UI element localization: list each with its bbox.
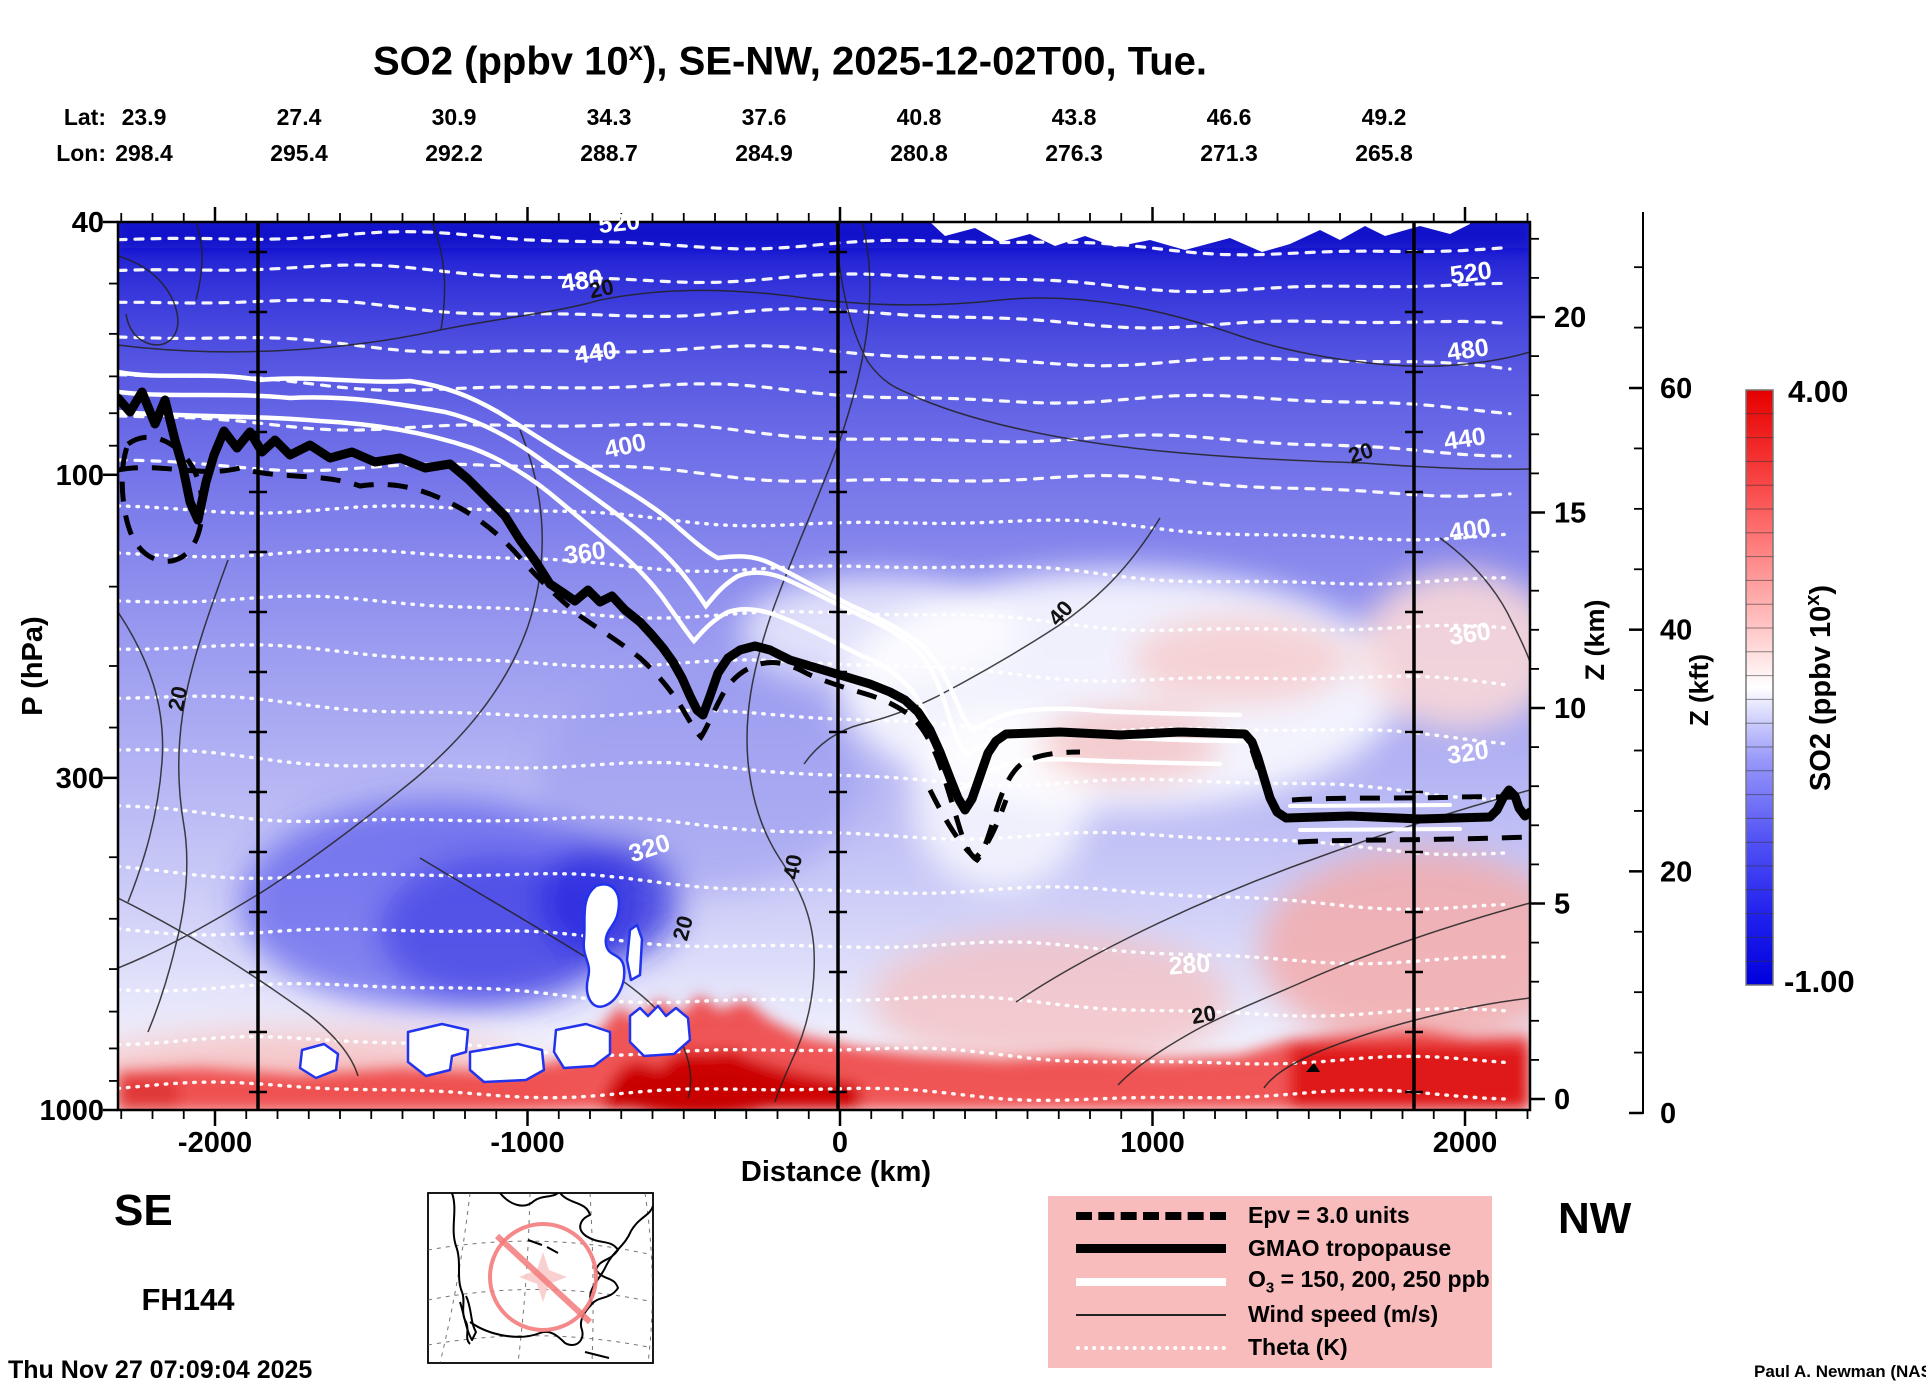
svg-text:0: 0 bbox=[832, 1127, 848, 1159]
legend-row-wind: Wind speed (m/s) bbox=[1048, 1298, 1492, 1331]
top-white-region bbox=[930, 222, 1470, 252]
lon-value: 288.7 bbox=[580, 140, 638, 166]
svg-text:20: 20 bbox=[163, 684, 193, 713]
svg-text:20: 20 bbox=[1554, 302, 1586, 334]
chart-title: SO2 (ppbv 10x), SE-NW, 2025-12-02T00, Tu… bbox=[373, 36, 1207, 84]
lon-value: 298.4 bbox=[115, 140, 173, 166]
x-axis-title: Distance (km) bbox=[740, 1156, 932, 1188]
svg-text:2000: 2000 bbox=[1433, 1127, 1498, 1159]
legend-swatch-epv bbox=[1076, 1211, 1226, 1220]
svg-text:15: 15 bbox=[1554, 498, 1586, 530]
lon-value: 271.3 bbox=[1200, 140, 1258, 166]
legend-row-theta: Theta (K) bbox=[1048, 1331, 1492, 1364]
lon-value: 284.9 bbox=[735, 140, 793, 166]
nw-end-label: NW bbox=[1558, 1194, 1632, 1243]
legend-swatch-theta bbox=[1076, 1345, 1226, 1350]
legend-label: Epv = 3.0 units bbox=[1248, 1202, 1410, 1228]
svg-text:320: 320 bbox=[1445, 736, 1490, 770]
map-track-circle bbox=[488, 1222, 598, 1332]
tropopause-line bbox=[118, 387, 1530, 824]
svg-text:360: 360 bbox=[562, 536, 607, 570]
svg-text:-1000: -1000 bbox=[490, 1127, 564, 1159]
lat-value: 34.3 bbox=[586, 104, 632, 130]
svg-text:60: 60 bbox=[1660, 373, 1692, 405]
legend-label: Theta (K) bbox=[1248, 1334, 1348, 1360]
legend-box: Epv = 3.0 units GMAO tropopause O3 = 150, … bbox=[1048, 1196, 1492, 1368]
svg-text:Z (km): Z (km) bbox=[1580, 600, 1610, 681]
svg-text:520: 520 bbox=[597, 207, 641, 239]
lat-value: 40.8 bbox=[896, 104, 942, 130]
svg-text:440: 440 bbox=[1442, 422, 1487, 456]
legend-row-trop: GMAO tropopause bbox=[1048, 1232, 1492, 1265]
svg-text:10: 10 bbox=[1554, 693, 1586, 725]
svg-text:20: 20 bbox=[1660, 856, 1692, 888]
legend-label: Wind speed (m/s) bbox=[1248, 1301, 1439, 1327]
svg-text:0: 0 bbox=[1660, 1098, 1676, 1130]
svg-text:480: 480 bbox=[559, 264, 604, 298]
map-inset bbox=[427, 1192, 654, 1364]
forecast-hour-label: FH144 bbox=[141, 1282, 235, 1317]
svg-text:-2000: -2000 bbox=[178, 1127, 252, 1159]
lon-value: 265.8 bbox=[1355, 140, 1413, 166]
map-transect-line bbox=[494, 1233, 593, 1325]
svg-text:40: 40 bbox=[72, 207, 104, 239]
legend-label: O3 = 150, 200, 250 ppb bbox=[1248, 1266, 1490, 1297]
svg-text:20: 20 bbox=[587, 274, 616, 304]
low-so2-blobs bbox=[298, 883, 692, 1084]
lat-row-label: Lat: bbox=[63, 104, 106, 130]
svg-text:Z (kft): Z (kft) bbox=[1684, 654, 1714, 726]
legend-row-o3: O3 = 150, 200, 250 ppb bbox=[1048, 1265, 1492, 1298]
legend-swatch-trop bbox=[1076, 1244, 1226, 1253]
svg-text:5: 5 bbox=[1554, 889, 1570, 921]
svg-text:1000: 1000 bbox=[39, 1095, 104, 1127]
lat-value: 46.6 bbox=[1206, 104, 1252, 130]
legend-swatch-wind bbox=[1076, 1313, 1226, 1316]
lon-value: 292.2 bbox=[425, 140, 483, 166]
svg-text:280: 280 bbox=[1168, 950, 1212, 981]
colorbar: 4.00 -1.00 SO2 (ppbv 10x) bbox=[1745, 374, 1855, 999]
svg-text:-1.00: -1.00 bbox=[1784, 964, 1855, 999]
svg-text:440: 440 bbox=[573, 336, 618, 370]
svg-text:0: 0 bbox=[1554, 1084, 1570, 1116]
lat-value: 49.2 bbox=[1361, 104, 1407, 130]
theta-contours bbox=[118, 229, 1512, 1103]
legend-row-epv: Epv = 3.0 units bbox=[1048, 1199, 1492, 1232]
lon-value: 280.8 bbox=[890, 140, 948, 166]
svg-text:4.00: 4.00 bbox=[1788, 374, 1848, 409]
se-end-label: SE bbox=[114, 1186, 173, 1235]
svg-text:300: 300 bbox=[56, 763, 104, 795]
lon-value: 276.3 bbox=[1045, 140, 1103, 166]
legend-swatch-o3 bbox=[1076, 1277, 1226, 1286]
so2-fill-field bbox=[118, 222, 1530, 1110]
minor-mark bbox=[1306, 1063, 1320, 1072]
svg-text:40: 40 bbox=[778, 852, 807, 880]
lat-value: 23.9 bbox=[121, 104, 167, 130]
lat-value: 30.9 bbox=[431, 104, 477, 130]
lat-value: 37.6 bbox=[741, 104, 787, 130]
track-marker-lines bbox=[249, 222, 1423, 1110]
wind-contours bbox=[118, 222, 1530, 1103]
credit-text: Paul A. Newman (NASA bbox=[1754, 1362, 1926, 1381]
svg-text:1000: 1000 bbox=[1120, 1127, 1185, 1159]
legend-label: GMAO tropopause bbox=[1248, 1235, 1452, 1261]
lon-value: 295.4 bbox=[270, 140, 328, 166]
svg-text:20: 20 bbox=[1189, 1000, 1217, 1029]
svg-text:520: 520 bbox=[1448, 256, 1493, 290]
svg-text:400: 400 bbox=[1447, 513, 1492, 547]
lat-value: 27.4 bbox=[276, 104, 322, 130]
lon-row-label: Lon: bbox=[56, 140, 106, 166]
lat-value: 43.8 bbox=[1051, 104, 1097, 130]
svg-text:360: 360 bbox=[1447, 617, 1492, 651]
svg-text:40: 40 bbox=[1660, 615, 1692, 647]
svg-text:100: 100 bbox=[56, 460, 104, 492]
svg-text:SO2 (ppbv 10x): SO2 (ppbv 10x) bbox=[1802, 585, 1837, 791]
svg-text:480: 480 bbox=[1445, 333, 1490, 367]
creation-timestamp: Thu Nov 27 07:09:04 2025 bbox=[8, 1356, 313, 1384]
svg-text:P (hPa): P (hPa) bbox=[17, 616, 49, 715]
